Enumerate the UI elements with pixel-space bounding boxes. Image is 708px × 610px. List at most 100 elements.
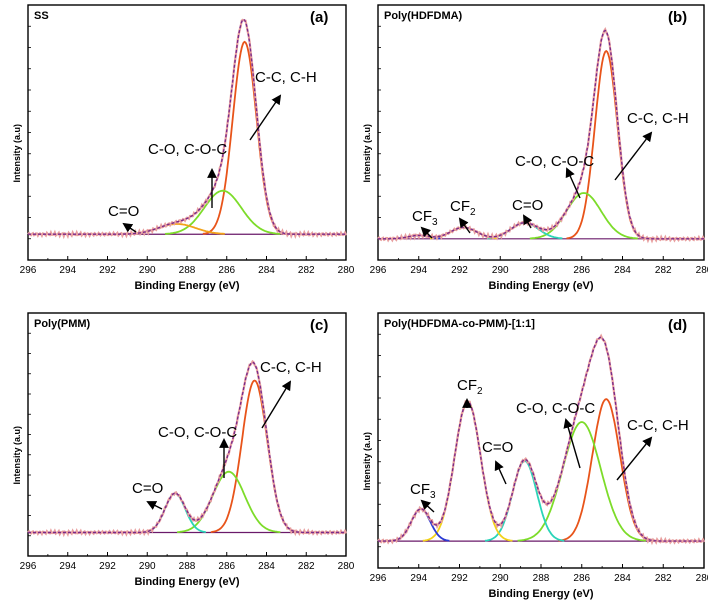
peak-label-text: C-C, C-H [627,110,689,127]
x-tick-label: 284 [258,265,275,276]
fit-peak-cf2 [423,401,513,540]
peak-label: CF2 [457,377,483,397]
peak-label: C-O, C-O-C [158,424,237,441]
peak-label-text: C-C, C-H [255,69,317,86]
peak-label-text: C-O, C-O-C [158,424,237,441]
peak-label: C=O [512,197,543,214]
peak-label-text: C=O [108,203,139,220]
fit-peak-c-o [144,493,206,532]
x-tick-label: 294 [59,265,76,276]
x-tick-label: 296 [370,573,387,584]
peak-label: C-O, C-O-C [516,400,595,417]
x-tick-label: 294 [59,561,76,572]
annotation-arrow [124,224,136,232]
panel-a: SS (a) Intensity (a.u) 296 294 292 290 288 286 28… [12,5,355,292]
x-tick-label: 292 [451,265,468,276]
x-tick-label: 286 [573,265,590,276]
panel-title: Poly(HDFDMA-co-PMM)-[1:1] [384,318,535,330]
plot-frame [28,5,346,260]
fit-peak-c-c-c-h [567,51,646,239]
x-tick-label: 290 [492,573,509,584]
x-tick-label: 280 [338,561,355,572]
peak-label: C-C, C-H [627,110,689,127]
x-tick-label: 286 [218,265,235,276]
panel-c: Poly(PMM) (c) Intensity (a.u) 296 294 292 290 2… [12,313,355,588]
panel-b: Poly(HDFDMA) (b) Intensity (a.u) 296 294 292 2… [362,5,708,292]
x-tick-label: 290 [139,561,156,572]
annotation-arrow [148,502,162,509]
x-tick-label: 296 [20,265,37,276]
x-tick-label: 284 [614,265,631,276]
panel-letter: (a) [310,9,328,26]
peak-label: C=O [482,439,513,456]
x-tick-label: 286 [573,573,590,584]
peak-label-text: CF [410,481,430,498]
envelope-fit [28,19,346,234]
peak-label-text: C-O, C-O-C [515,153,594,170]
x-tick-label: 296 [20,561,37,572]
peak-label: C-C, C-H [627,417,689,434]
x-axis-label: Binding Energy (eV) [134,576,239,588]
peak-label-text: C-O, C-O-C [148,141,227,158]
x-tick-label: 292 [451,573,468,584]
x-tick-label: 288 [179,265,196,276]
peak-label: C-O, C-O-C [515,153,594,170]
peak-label-text: CF [412,208,432,225]
peak-label: CF2 [450,198,476,218]
peak-label-subscript: 2 [470,207,476,218]
peak-label-text: C=O [482,439,513,456]
x-axis-label: Binding Energy (eV) [488,280,593,292]
x-tick-label: 282 [298,561,315,572]
x-tick-label: 280 [696,265,708,276]
panel-title: Poly(PMM) [34,318,91,330]
peak-label-text: C-C, C-H [627,417,689,434]
peak-label: CF3 [410,481,436,501]
x-tick-label: 296 [370,265,387,276]
x-tick-label: 290 [492,265,509,276]
peak-label: C=O [108,203,139,220]
panel-letter: (b) [668,9,687,26]
x-tick-label: 284 [614,573,631,584]
x-axis-label: Binding Energy (eV) [488,588,593,600]
experimental-spectrum [28,362,346,535]
x-axis-label: Binding Energy (eV) [134,280,239,292]
xps-figure: SS (a) Intensity (a.u) 296 294 292 290 288 286 28… [0,0,708,610]
x-tick-label: 292 [99,561,116,572]
peak-label-text: C-C, C-H [260,359,322,376]
x-tick-label: 288 [533,265,550,276]
peak-label-text: C=O [132,480,163,497]
y-axis-label: Intensity (a.u) [362,432,372,491]
x-tick-label: 282 [298,265,315,276]
x-tick-label: 292 [99,265,116,276]
y-axis-label: Intensity (a.u) [12,124,22,183]
x-tick-label: 294 [410,265,427,276]
x-tick-label: 282 [655,573,672,584]
peak-label: C=O [132,480,163,497]
annotation-arrow [496,462,506,484]
peak-label-text: CF [450,198,470,215]
panel-letter: (c) [310,317,328,334]
x-tick-label: 290 [139,265,156,276]
panel-title: Poly(HDFDMA) [384,10,463,22]
peak-label-text: C-O, C-O-C [516,400,595,417]
peak-label: C-O, C-O-C [148,141,227,158]
peak-label: CF3 [412,208,438,228]
peak-label: C-C, C-H [260,359,322,376]
y-axis-label: Intensity (a.u) [12,426,22,485]
peak-label-subscript: 3 [432,217,438,228]
panel-d: Poly(HDFDMA-co-PMM)-[1:1] (d) Intensity (a… [362,313,708,600]
x-tick-label: 288 [179,561,196,572]
peak-label-text: CF [457,377,477,394]
peak-label-text: C=O [512,197,543,214]
panel-title: SS [34,10,49,22]
x-tick-label: 280 [696,573,708,584]
x-tick-label: 286 [218,561,235,572]
x-tick-label: 284 [258,561,275,572]
panel-letter: (d) [668,317,687,334]
x-tick-label: 280 [338,265,355,276]
peak-label-subscript: 2 [477,386,483,397]
peak-label: C-C, C-H [255,69,317,86]
x-tick-label: 294 [410,573,427,584]
y-axis-label: Intensity (a.u) [362,124,372,183]
x-tick-label: 288 [533,573,550,584]
